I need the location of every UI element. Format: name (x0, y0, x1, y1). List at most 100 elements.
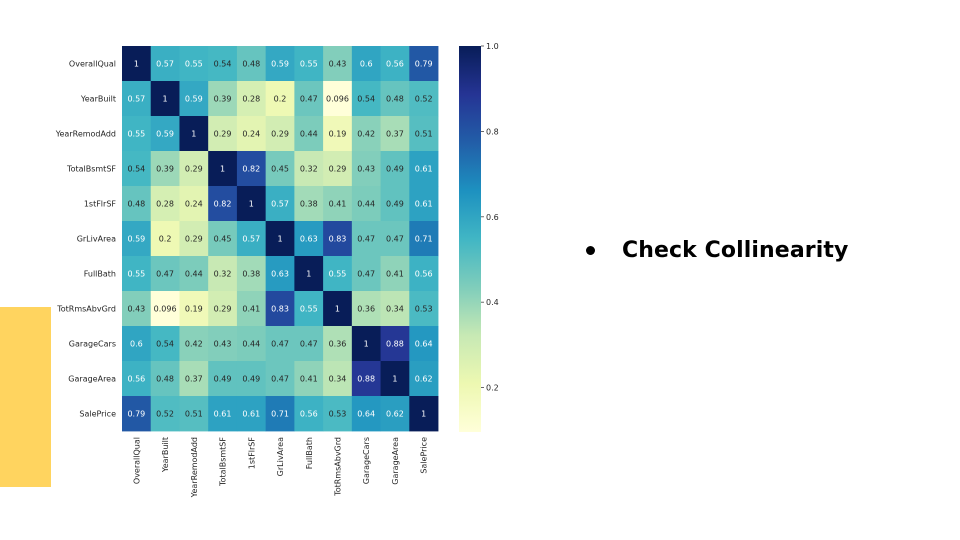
cell-value-label: 0.55 (300, 305, 318, 314)
row-label: YearBuilt (80, 95, 116, 104)
cell-value-label: 0.83 (271, 305, 289, 314)
column-label: GarageArea (391, 437, 400, 485)
heatmap-cell (150, 256, 180, 292)
cell-value-label: 0.57 (271, 200, 289, 209)
row-label: TotalBsmtSF (66, 165, 116, 174)
column-label: YearRemodAdd (190, 437, 199, 498)
cell-value-label: 0.096 (326, 95, 349, 104)
heatmap-cell (294, 256, 324, 292)
heatmap-cell (265, 291, 295, 327)
cell-value-label: 0.59 (271, 60, 289, 69)
heatmap-cell (236, 81, 267, 117)
cell-value-label: 0.88 (357, 375, 375, 384)
heatmap-cell (351, 116, 381, 152)
heatmap-cell (179, 221, 209, 257)
heatmap-cell (323, 81, 353, 117)
cell-value-label: 0.61 (242, 410, 260, 419)
cell-value-label: 0.48 (156, 375, 174, 384)
cell-value-label: 0.29 (214, 305, 232, 314)
cell-value-label: 0.59 (185, 95, 203, 104)
cell-value-label: 0.43 (329, 60, 347, 69)
heatmap-cell (380, 326, 410, 362)
heatmap-cell (380, 81, 410, 117)
cell-value-label: 0.56 (415, 270, 433, 279)
heatmap-cell (265, 221, 295, 257)
heatmap-cell (323, 151, 353, 187)
cell-value-label: 0.41 (242, 305, 260, 314)
heatmap-cell (409, 221, 439, 257)
heatmap-cell (122, 221, 152, 257)
cell-value-label: 0.41 (329, 200, 347, 209)
heatmap-cell (351, 186, 381, 222)
cell-value-label: 0.19 (185, 305, 203, 314)
heatmap-cell (150, 396, 180, 432)
heatmap-cell (351, 151, 381, 187)
cell-value-label: 0.47 (300, 340, 318, 349)
cell-value-label: 0.36 (357, 305, 375, 314)
cell-value-label: 0.57 (156, 60, 174, 69)
cell-value-label: 0.63 (300, 235, 318, 244)
cell-value-label: 0.54 (357, 95, 375, 104)
cell-value-label: 0.52 (156, 410, 174, 419)
cell-value-label: 0.83 (329, 235, 347, 244)
heatmap-cell (122, 291, 152, 327)
cell-value-label: 0.42 (185, 340, 203, 349)
heatmap-cell (236, 256, 267, 292)
heatmap-cell (380, 116, 410, 152)
cell-value-label: 0.55 (127, 130, 145, 139)
cell-value-label: 1 (306, 270, 311, 279)
row-label: SalePrice (79, 410, 116, 419)
heatmap-cell (351, 256, 381, 292)
heatmap-cell (179, 396, 209, 432)
cell-value-label: 0.19 (329, 130, 347, 139)
heatmap-cell (409, 186, 439, 222)
heatmap-cell (179, 291, 209, 327)
heatmap-cell (265, 326, 295, 362)
heatmap-svg: 1 0.57 0.55 0.54 0.48 0.59 0.55 0.43 0.6 0.56 0.79… (55, 42, 499, 498)
cell-value-label: 0.82 (214, 200, 232, 209)
cell-value-label: 0.56 (300, 410, 318, 419)
cell-value-label: 0.45 (271, 165, 289, 174)
heatmap-cell (122, 396, 152, 432)
heatmap-cell (380, 361, 410, 397)
heatmap-cell (294, 81, 324, 117)
cell-value-label: 0.61 (415, 165, 433, 174)
cell-value-label: 0.49 (386, 200, 404, 209)
cell-value-label: 0.63 (271, 270, 289, 279)
cell-value-label: 1 (220, 165, 225, 174)
heatmap-cell (122, 151, 152, 187)
heatmap-cell (294, 46, 324, 82)
heatmap-cell (236, 116, 267, 152)
column-label: OverallQual (132, 437, 141, 484)
cell-value-label: 0.44 (300, 130, 318, 139)
cell-value-label: 0.57 (127, 95, 145, 104)
cell-value-label: 1 (421, 410, 426, 419)
heatmap-cell (236, 221, 267, 257)
heatmap-cell (208, 291, 238, 327)
column-label: TotalBsmtSF (219, 437, 228, 487)
heatmap-cell (409, 256, 439, 292)
cell-value-label: 0.43 (214, 340, 232, 349)
cell-value-label: 0.51 (185, 410, 203, 419)
heatmap-cell (236, 46, 267, 82)
cell-value-label: 0.48 (242, 60, 260, 69)
cell-value-label: 0.56 (127, 375, 145, 384)
heatmap-cell (323, 396, 353, 432)
heatmap-cell (409, 151, 439, 187)
heatmap-cell (323, 116, 353, 152)
colorbar-tick-label: 0.8 (486, 127, 499, 136)
cell-value-label: 0.43 (357, 165, 375, 174)
cell-value-label: 0.37 (185, 375, 203, 384)
cell-value-label: 0.29 (185, 235, 203, 244)
heatmap-cell (265, 81, 295, 117)
heatmap-cell (236, 291, 267, 327)
cell-value-label: 0.34 (386, 305, 404, 314)
heatmap-cell (236, 361, 267, 397)
bullet-dot-icon (586, 245, 595, 255)
cell-value-label: 0.71 (415, 235, 433, 244)
cell-value-label: 0.28 (242, 95, 260, 104)
heatmap-cell (323, 46, 353, 82)
heatmap-cell (208, 221, 238, 257)
heatmap-cell (179, 46, 209, 82)
